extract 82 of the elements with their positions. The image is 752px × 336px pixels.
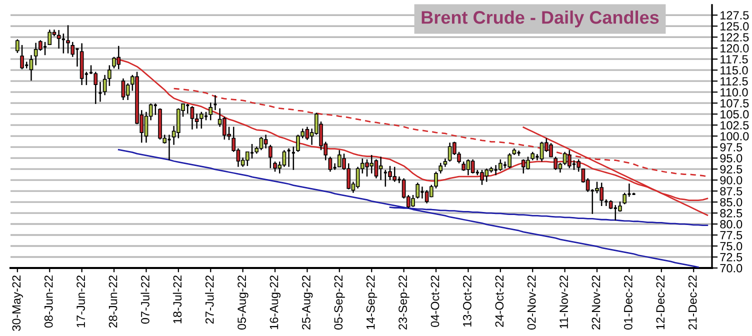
x-tick-label: 13-Oct-22 (463, 276, 472, 327)
x-tick-label: 23-Sep-22 (398, 276, 410, 330)
x-tick-label: 04-Oct-22 (430, 276, 440, 327)
candlestick (416, 182, 420, 200)
candlestick (61, 32, 66, 54)
y-tick-label: 100.0 (720, 132, 749, 140)
candlestick (618, 200, 622, 212)
candlestick (268, 144, 272, 169)
y-tick-label: 75.0 (720, 242, 742, 250)
y-tick-label: 87.5 (720, 187, 742, 196)
candlestick (16, 38, 20, 54)
x-tick-label: 24-Oct-22 (495, 276, 504, 327)
x-tick-label: 28-Jun-22 (108, 276, 118, 328)
candlestick (250, 143, 254, 160)
x-tick-label: 02-Nov-22 (527, 276, 536, 330)
x-tick-label: 22-Nov-22 (592, 276, 600, 330)
y-tick-label: 120.0 (720, 44, 749, 52)
x-tick-label: 12-Dec-22 (656, 276, 665, 330)
candlestick (42, 41, 48, 56)
candlestick (20, 44, 24, 70)
candlestick (29, 54, 34, 82)
candlestick (328, 156, 332, 172)
x-tick-label: 30-May-22 (12, 276, 23, 331)
x-tick-label: 01-Dec-22 (624, 276, 632, 330)
y-tick-label: 117.5 (720, 55, 748, 64)
candlestick (378, 156, 383, 181)
candlestick (554, 156, 558, 171)
y-tick-label: 72.5 (720, 253, 742, 262)
candlestick (208, 102, 213, 121)
y-tick-label: 85.0 (720, 198, 742, 206)
y-tick-label: 80.0 (720, 220, 742, 228)
candlestick (153, 102, 158, 116)
candlestick (508, 152, 512, 169)
y-tick-label: 107.5 (720, 99, 749, 108)
candlestick (126, 82, 130, 101)
x-tick-label: 18-Jul-22 (172, 276, 182, 324)
y-tick-label: 95.0 (720, 154, 742, 162)
x-tick-label: 14-Sep-22 (366, 276, 378, 330)
candlestick (438, 162, 443, 174)
y-tick-label: 102.5 (720, 121, 749, 130)
candlestick (102, 74, 107, 96)
candlestick (190, 106, 194, 130)
y-tick-label: 125.0 (720, 22, 749, 31)
x-tick-label: 16-Aug-22 (270, 276, 281, 330)
y-tick-label: 82.5 (720, 209, 742, 218)
y-tick-label: 77.5 (720, 231, 742, 240)
x-tick-label: 21-Dec-22 (688, 276, 697, 330)
candlestick (567, 150, 572, 169)
x-tick-label: 08-Jun-22 (44, 276, 53, 328)
y-tick-label: 70.0 (720, 264, 742, 272)
candlestick (383, 169, 388, 188)
candlestick (462, 160, 466, 172)
y-tick-label: 110.0 (720, 88, 748, 96)
y-tick-label: 90.0 (720, 176, 742, 184)
candlestick (576, 158, 581, 172)
y-tick-label: 115.0 (720, 66, 748, 74)
candlestick (56, 29, 61, 50)
x-tick-label: 17-Jun-22 (76, 276, 85, 328)
x-tick-label: 05-Aug-22 (238, 276, 248, 330)
candlestick (291, 146, 296, 171)
candlestick (66, 24, 70, 54)
candlestick (264, 134, 268, 149)
x-tick-label: 27-Jul-22 (205, 276, 214, 324)
candlestick (48, 29, 52, 46)
x-tick-label: 25-Aug-22 (302, 276, 313, 330)
x-tick-label: 05-Sep-22 (334, 276, 345, 330)
x-tick-label: 07-Jul-22 (140, 276, 150, 324)
candlestick (121, 78, 126, 101)
y-tick-label: 122.5 (720, 33, 749, 42)
candlestick (498, 158, 502, 172)
chart-title: Brent Crude - Daily Candles (422, 10, 659, 28)
candlestick (622, 192, 627, 205)
x-tick-label: 11-Nov-22 (560, 276, 568, 328)
candlestick (94, 71, 98, 105)
y-tick-label: 127.5 (720, 11, 749, 20)
y-tick-label: 105.0 (720, 110, 749, 118)
candlestick (470, 158, 475, 174)
y-tick-label: 97.5 (720, 143, 742, 152)
y-tick-label: 112.5 (720, 77, 748, 86)
y-tick-label: 92.5 (720, 165, 742, 174)
candlestick (70, 41, 75, 58)
candlestick (108, 64, 112, 87)
